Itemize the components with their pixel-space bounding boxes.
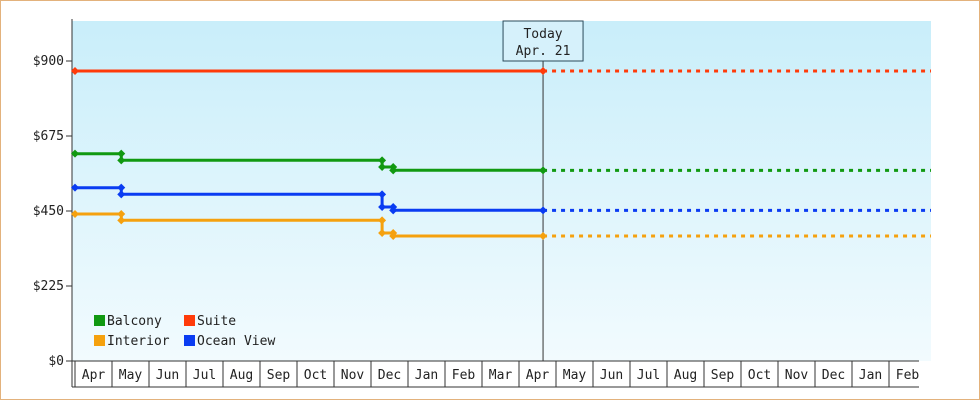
data-point	[378, 190, 387, 199]
data-point	[117, 183, 126, 192]
x-tick-label: Jan	[415, 368, 438, 383]
today-marker: Today Apr. 21	[502, 20, 584, 361]
x-tick-label: Oct	[748, 368, 771, 383]
series-lines	[71, 67, 931, 240]
y-tick-label: $450	[33, 204, 64, 219]
x-tick-label: Aug	[230, 368, 253, 383]
data-point	[71, 67, 79, 75]
x-tick-label: Jun	[156, 368, 179, 383]
data-point	[378, 216, 387, 225]
x-tick-label: Nov	[785, 368, 809, 383]
data-point	[378, 163, 387, 171]
legend-label: Suite	[197, 314, 236, 329]
x-tick-label: Feb	[896, 368, 920, 383]
x-tick-label: Apr	[526, 368, 550, 383]
y-axis-ticks: $0 $225 $450 $675 $900	[33, 54, 72, 369]
data-point	[539, 206, 548, 215]
legend-swatch	[94, 335, 105, 346]
data-point	[71, 183, 79, 192]
data-point	[389, 166, 398, 175]
today-title: Today	[523, 27, 562, 42]
data-point	[117, 210, 126, 218]
x-tick-label: Feb	[452, 368, 476, 383]
y-tick-label: $900	[33, 54, 64, 69]
x-tick-label: May	[119, 368, 143, 383]
x-tick-label: Jul	[193, 368, 216, 383]
data-point	[117, 156, 126, 165]
x-tick-label: Jun	[600, 368, 623, 383]
data-point	[71, 210, 79, 218]
x-tick-label: Mar	[489, 368, 513, 383]
data-point	[389, 206, 398, 215]
data-point	[378, 156, 387, 165]
x-tick-label: Dec	[822, 368, 845, 383]
data-point	[389, 232, 398, 240]
legend-swatch	[184, 335, 195, 346]
legend-label: Interior	[107, 334, 170, 349]
legend-label: Balcony	[107, 314, 162, 329]
x-tick-label: Nov	[341, 368, 365, 383]
legend: Balcony Suite Interior Ocean View	[94, 314, 275, 349]
legend-label: Ocean View	[197, 334, 275, 349]
x-tick-label: Jan	[859, 368, 882, 383]
x-axis-months: Apr May Jun Jul Aug Sep Oct Nov Dec Jan Feb Mar Apr M…	[74, 361, 920, 387]
data-point	[117, 190, 126, 199]
data-point	[71, 149, 79, 158]
data-point	[117, 216, 126, 225]
x-tick-label: Sep	[711, 368, 735, 383]
data-point	[539, 232, 548, 240]
y-tick-label: $675	[33, 129, 64, 144]
x-tick-label: Jul	[637, 368, 660, 383]
data-point	[539, 166, 548, 175]
today-box	[502, 20, 584, 62]
y-tick-label: $0	[48, 354, 64, 369]
x-tick-label: Sep	[267, 368, 291, 383]
y-tick-label: $225	[33, 279, 64, 294]
x-tick-label: Aug	[674, 368, 697, 383]
today-date: Apr. 21	[516, 44, 571, 59]
data-point	[539, 67, 548, 75]
legend-swatch	[184, 315, 195, 326]
legend-swatch	[94, 315, 105, 326]
x-tick-label: May	[563, 368, 587, 383]
plot-area	[72, 21, 931, 361]
data-point	[378, 229, 387, 237]
x-tick-label: Apr	[82, 368, 106, 383]
data-point	[378, 203, 387, 211]
x-tick-label: Oct	[304, 368, 327, 383]
x-tick-label: Dec	[378, 368, 401, 383]
data-point	[117, 149, 126, 158]
